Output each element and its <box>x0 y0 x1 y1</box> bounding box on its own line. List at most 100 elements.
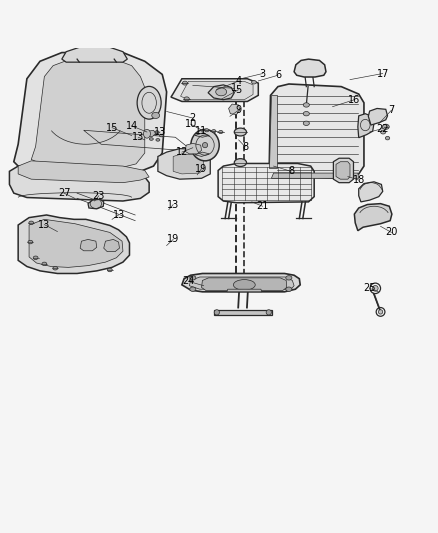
Polygon shape <box>80 239 97 251</box>
Text: 4: 4 <box>236 76 242 86</box>
Polygon shape <box>218 164 314 203</box>
Ellipse shape <box>205 129 209 132</box>
Ellipse shape <box>190 287 196 292</box>
Polygon shape <box>294 59 326 77</box>
Ellipse shape <box>303 111 309 116</box>
Text: 2: 2 <box>190 113 196 123</box>
Text: 8: 8 <box>242 142 248 152</box>
Polygon shape <box>88 199 104 209</box>
Text: 21: 21 <box>257 201 269 211</box>
Text: 3: 3 <box>260 69 266 78</box>
Polygon shape <box>227 289 262 292</box>
Text: 12: 12 <box>176 147 188 157</box>
Ellipse shape <box>33 256 38 260</box>
Polygon shape <box>201 278 287 290</box>
Text: 24: 24 <box>182 276 194 286</box>
Polygon shape <box>171 79 258 101</box>
Ellipse shape <box>214 310 219 315</box>
Text: 9: 9 <box>236 105 242 115</box>
Polygon shape <box>62 47 127 62</box>
Ellipse shape <box>234 128 247 136</box>
Polygon shape <box>182 273 300 292</box>
Text: 25: 25 <box>364 284 376 293</box>
Ellipse shape <box>53 266 58 270</box>
Ellipse shape <box>216 88 226 96</box>
Ellipse shape <box>303 121 309 125</box>
Polygon shape <box>148 130 155 136</box>
Polygon shape <box>333 158 353 183</box>
Ellipse shape <box>107 268 112 272</box>
Polygon shape <box>269 95 277 168</box>
Ellipse shape <box>286 287 292 292</box>
Ellipse shape <box>382 124 389 130</box>
Text: 13: 13 <box>132 132 145 142</box>
Ellipse shape <box>385 136 390 140</box>
Polygon shape <box>29 220 123 268</box>
Ellipse shape <box>233 280 255 290</box>
Text: 19: 19 <box>167 235 179 245</box>
Text: 5: 5 <box>236 85 242 95</box>
Ellipse shape <box>137 86 161 119</box>
Ellipse shape <box>372 286 378 291</box>
Polygon shape <box>10 166 149 201</box>
Polygon shape <box>214 310 272 314</box>
Polygon shape <box>358 114 374 138</box>
Polygon shape <box>269 84 364 179</box>
Ellipse shape <box>266 310 272 315</box>
Polygon shape <box>31 59 145 168</box>
Text: 11: 11 <box>195 126 208 136</box>
Text: 17: 17 <box>377 69 389 78</box>
Text: 18: 18 <box>353 175 365 185</box>
Text: 16: 16 <box>348 95 360 104</box>
Ellipse shape <box>152 112 159 118</box>
Polygon shape <box>185 143 201 154</box>
Polygon shape <box>368 108 388 125</box>
Text: 6: 6 <box>275 70 281 80</box>
Text: 10: 10 <box>184 119 197 129</box>
Polygon shape <box>195 133 209 138</box>
Ellipse shape <box>149 138 153 140</box>
Text: 7: 7 <box>389 105 395 115</box>
Text: 8: 8 <box>288 166 294 176</box>
Polygon shape <box>189 277 294 289</box>
Polygon shape <box>14 53 166 179</box>
Ellipse shape <box>212 130 216 133</box>
Ellipse shape <box>182 81 187 85</box>
Ellipse shape <box>286 276 292 280</box>
Text: 15: 15 <box>106 123 118 133</box>
Ellipse shape <box>251 80 256 84</box>
Polygon shape <box>18 215 130 273</box>
Text: 13: 13 <box>167 199 179 209</box>
Text: 19: 19 <box>195 164 208 174</box>
Polygon shape <box>336 161 350 179</box>
Text: 22: 22 <box>377 124 389 134</box>
Polygon shape <box>173 154 204 174</box>
Ellipse shape <box>219 131 223 134</box>
Ellipse shape <box>190 276 196 280</box>
Ellipse shape <box>29 221 34 224</box>
Ellipse shape <box>159 134 163 137</box>
Ellipse shape <box>234 159 247 166</box>
Polygon shape <box>374 294 381 310</box>
Ellipse shape <box>202 142 208 148</box>
Polygon shape <box>229 104 240 115</box>
Text: 1: 1 <box>231 83 237 93</box>
Ellipse shape <box>28 240 33 244</box>
Ellipse shape <box>42 262 47 265</box>
Polygon shape <box>208 85 234 100</box>
Polygon shape <box>195 152 209 157</box>
Ellipse shape <box>155 131 159 133</box>
Ellipse shape <box>378 310 383 314</box>
Polygon shape <box>18 161 149 183</box>
Ellipse shape <box>144 130 150 138</box>
Text: 13: 13 <box>154 127 166 137</box>
Text: 20: 20 <box>385 228 398 237</box>
Text: 23: 23 <box>93 191 105 201</box>
Ellipse shape <box>381 130 386 134</box>
Ellipse shape <box>191 130 219 161</box>
Text: 13: 13 <box>38 220 50 230</box>
Polygon shape <box>158 149 210 179</box>
Polygon shape <box>180 82 253 100</box>
Text: 14: 14 <box>126 121 138 131</box>
Text: 27: 27 <box>58 188 70 198</box>
